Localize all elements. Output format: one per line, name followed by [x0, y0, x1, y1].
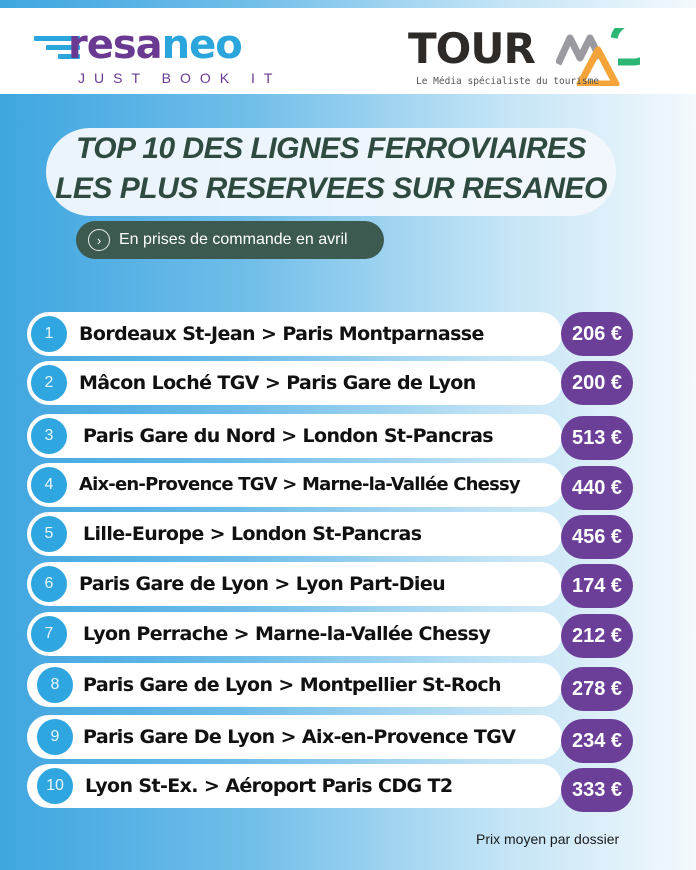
route-label: Paris Gare de Lyon > Montpellier St-Roch	[83, 674, 502, 696]
price-badge: 333 €	[561, 768, 633, 812]
route-label: Paris Gare de Lyon > Lyon Part-Dieu	[79, 573, 446, 595]
route-label: Mâcon Loché TGV > Paris Gare de Lyon	[79, 372, 476, 394]
route-label: Paris Gare De Lyon > Aix-en-Provence TGV	[83, 726, 516, 748]
title-line-1: TOP 10 DES LIGNES FERROVIAIRES	[75, 132, 587, 165]
footnote: Prix moyen par dossier	[476, 831, 620, 847]
route-label: Lille-Europe > London St-Pancras	[83, 523, 422, 545]
resaneo-tagline: JUST BOOK IT	[78, 70, 282, 86]
tourmag-wordmark: TOUR	[408, 24, 536, 73]
subtitle-label: En prises de commande en avril	[119, 231, 348, 248]
route-label: Aix-en-Provence TGV > Marne-la-Vallée Ch…	[79, 474, 521, 495]
route-label: Lyon Perrache > Marne-la-Vallée Chessy	[83, 623, 491, 645]
rank-badge: 7	[29, 614, 69, 654]
rank-badge: 5	[29, 514, 69, 554]
route-label: Paris Gare du Nord > London St-Pancras	[83, 425, 494, 447]
tourmag-tagline: Le Média spécialiste du tourisme	[416, 76, 600, 87]
price-badge: 278 €	[561, 667, 633, 711]
rank-badge: 9	[35, 717, 75, 757]
rank-badge: 8	[35, 665, 75, 705]
resaneo-wordmark: resaneo	[68, 22, 243, 68]
price-badge: 234 €	[561, 719, 633, 763]
price-badge: 513 €	[561, 416, 633, 460]
rank-badge: 10	[35, 766, 75, 806]
route-label: Lyon St-Ex. > Aéroport Paris CDG T2	[85, 775, 453, 797]
price-badge: 440 €	[561, 466, 633, 510]
resaneo-logo: resaneo JUST BOOK IT	[30, 22, 290, 92]
rank-badge: 3	[29, 416, 69, 456]
chevron-right-circle-icon: ›	[88, 229, 110, 251]
price-badge: 456 €	[561, 515, 633, 559]
price-badge: 206 €	[561, 312, 633, 356]
price-badge: 200 €	[561, 361, 633, 405]
price-badge: 212 €	[561, 614, 633, 658]
rank-badge: 1	[29, 314, 69, 354]
rank-badge: 4	[29, 465, 69, 505]
price-badge: 174 €	[561, 564, 633, 608]
title-line-2: LES PLUS RESERVEES SUR RESANEO	[55, 172, 607, 205]
subtitle-badge: › En prises de commande en avril	[76, 221, 384, 259]
route-label: Bordeaux St-Jean > Paris Montparnasse	[79, 323, 484, 345]
rank-badge: 2	[29, 363, 69, 403]
header-banner: resaneo JUST BOOK IT TOUR Le Média spéci…	[0, 8, 696, 94]
speed-lines-icon	[30, 36, 80, 66]
tourmag-logo: TOUR Le Média spécialiste du tourisme	[408, 24, 648, 90]
rank-badge: 6	[29, 564, 69, 604]
tourmag-mountain-icon	[556, 28, 640, 86]
title-banner: TOP 10 DES LIGNES FERROVIAIRES LES PLUS …	[46, 128, 616, 216]
